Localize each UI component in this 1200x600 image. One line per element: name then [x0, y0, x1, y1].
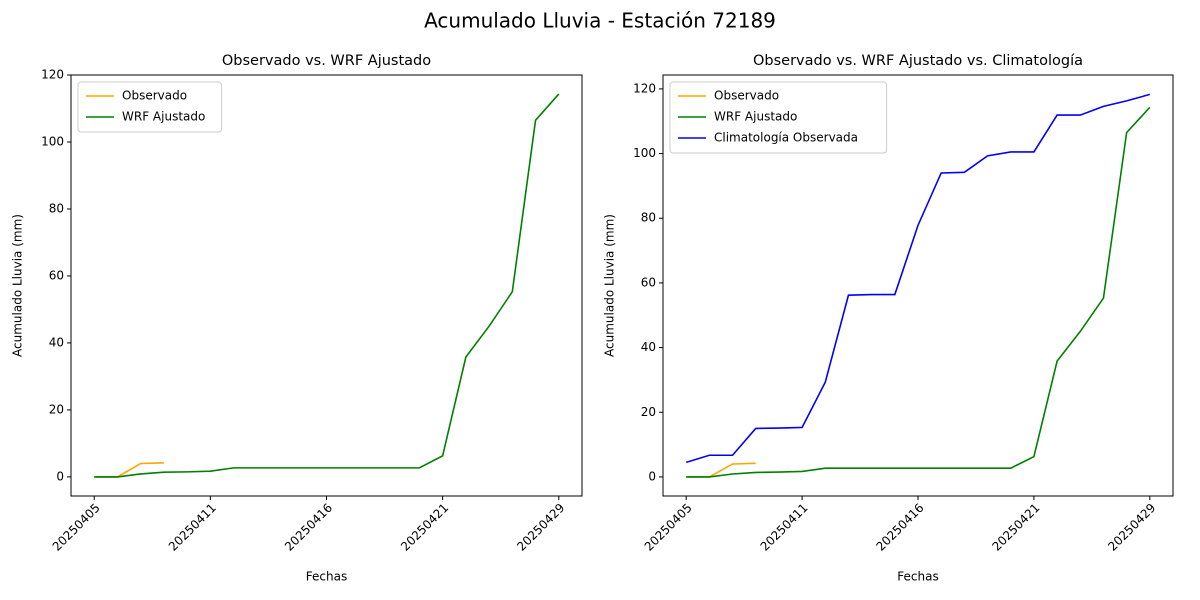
- y-tick-label: 40: [49, 335, 64, 349]
- y-tick-label: 120: [633, 81, 656, 95]
- y-tick-label: 80: [49, 201, 64, 215]
- y-tick-label: 100: [633, 146, 656, 160]
- legend-label: Observado: [714, 89, 779, 103]
- figure-title: Acumulado Lluvia - Estación 72189: [424, 9, 776, 33]
- y-tick-label: 20: [641, 405, 656, 419]
- y-tick-label: 80: [641, 211, 656, 225]
- axes-title: Observado vs. WRF Ajustado vs. Climatolo…: [753, 53, 1083, 69]
- series-line: [94, 93, 560, 478]
- y-tick-label: 60: [641, 275, 656, 289]
- y-tick-label: 40: [641, 340, 656, 354]
- y-tick-label: 0: [56, 469, 64, 483]
- legend-label: Climatología Observada: [714, 131, 858, 145]
- y-tick-label: 60: [49, 268, 64, 282]
- legend-box: [669, 81, 888, 154]
- legend-label: Observado: [122, 89, 187, 103]
- series-line: [685, 93, 1151, 464]
- y-axis-label: Acumulado Lluvia (mm): [603, 214, 617, 357]
- legend-box: [77, 81, 223, 133]
- y-tick-label: 120: [41, 68, 64, 82]
- legend-label: WRF Ajustado: [714, 110, 797, 124]
- y-axis-label: Acumulado Lluvia (mm): [11, 214, 25, 357]
- y-tick-label: 20: [49, 402, 64, 416]
- legend-label: WRF Ajustado: [122, 110, 205, 124]
- y-tick-label: 100: [41, 134, 64, 148]
- axes-frame: [662, 74, 1174, 497]
- y-tick-label: 0: [648, 469, 656, 483]
- x-axis-label: Fechas: [897, 570, 938, 584]
- axes-frame: [70, 74, 583, 497]
- axes-title: Observado vs. WRF Ajustado: [222, 53, 431, 69]
- series-line: [686, 106, 1151, 478]
- x-axis-label: Fechas: [306, 570, 347, 584]
